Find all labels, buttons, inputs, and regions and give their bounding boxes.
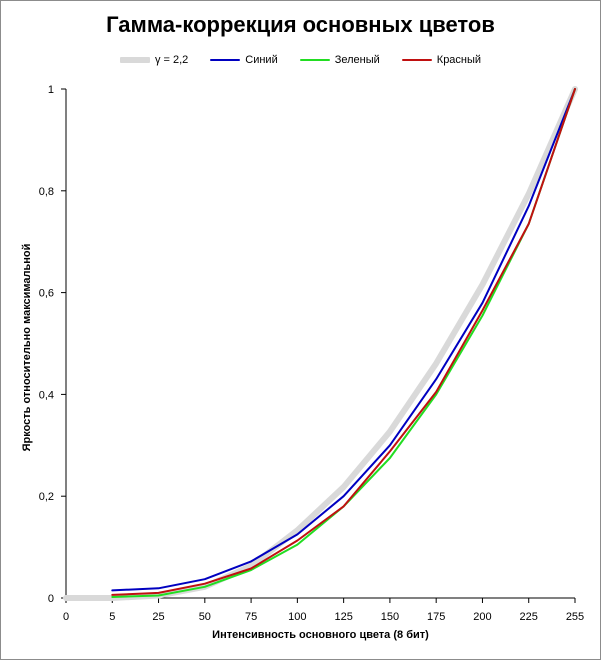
axes: [65, 89, 575, 599]
series-line-blue: [111, 88, 576, 592]
x-tick-label: 0: [63, 611, 69, 623]
legend-swatch-red: [401, 59, 432, 61]
legend-label-red: Красный: [436, 54, 482, 66]
chart-title: Гамма-коррекция основных цветов: [106, 12, 495, 37]
x-tick-label: 5: [109, 611, 115, 623]
x-tick-label: 150: [381, 611, 399, 623]
legend-swatch-blue: [210, 59, 241, 61]
x-tick-label: 175: [427, 611, 445, 623]
legend-label-blue: Синий: [245, 54, 278, 66]
y-tick-label: 0,2: [39, 491, 54, 503]
x-tick-label: 75: [245, 611, 257, 623]
y-axis-title: Яркость относительно максимальной: [21, 244, 33, 452]
series-line-green: [111, 88, 576, 598]
legend: γ = 2,2 Синий Зеленый Красный: [0, 54, 601, 66]
y-tick-label: 0,6: [39, 288, 54, 300]
y-tick-label: 0,8: [39, 186, 54, 198]
x-tick-label: 25: [152, 611, 164, 623]
x-tick-label: 225: [520, 611, 538, 623]
x-tick-label: 100: [288, 611, 306, 623]
legend-item-gamma: γ = 2,2: [119, 54, 189, 66]
x-tick-label: 200: [473, 611, 491, 623]
legend-item-blue: Синий: [210, 54, 278, 66]
legend-label-gamma: γ = 2,2: [154, 54, 189, 66]
y-tick-label: 0: [48, 593, 54, 605]
y-tick-label: 1: [48, 84, 54, 96]
legend-swatch-green: [299, 59, 330, 61]
x-tick-label: 255: [566, 611, 584, 623]
y-ticks: 0 0,2 0,4 0,6 0,8 1: [39, 84, 66, 605]
series-layer: [63, 86, 578, 601]
y-tick-label: 0,4: [39, 389, 54, 401]
x-ticks: 0 5 25 50 75 100 125 150 175 200 225 255: [63, 598, 584, 623]
legend-swatch-gamma: [119, 57, 150, 63]
legend-label-green: Зеленый: [334, 54, 380, 66]
x-axis-title: Интенсивность основного цвета (8 бит): [212, 629, 429, 641]
x-tick-label: 50: [199, 611, 211, 623]
legend-item-green: Зеленый: [299, 54, 380, 66]
series-line-red: [111, 88, 576, 596]
x-tick-label: 125: [334, 611, 352, 623]
series-line-gamma: [63, 86, 578, 601]
legend-item-red: Красный: [401, 54, 482, 66]
